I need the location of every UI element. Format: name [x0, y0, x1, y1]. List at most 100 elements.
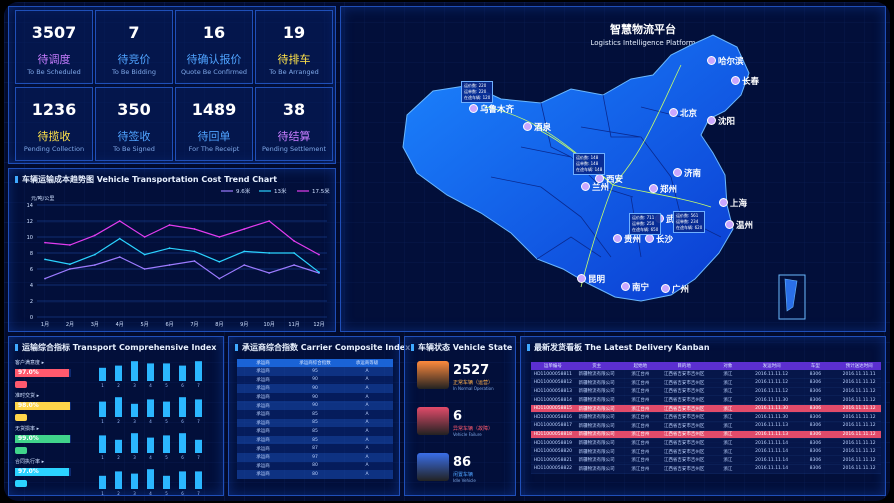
data-point[interactable] [93, 253, 96, 256]
data-point[interactable] [168, 264, 171, 266]
data-point[interactable] [69, 268, 71, 270]
kanban-row[interactable]: HD11000058811 新疆物流有限公司 浙江台州 江西省吉安市吉州区 浙江 2016… [531, 370, 881, 380]
index-bar[interactable] [163, 401, 170, 417]
index-bar[interactable] [147, 363, 154, 381]
carrier-row[interactable]: 承运商 80 A [237, 470, 393, 479]
data-point[interactable] [143, 236, 146, 238]
carrier-row[interactable]: 承运商 85 A [237, 409, 393, 419]
data-point[interactable] [44, 258, 46, 261]
data-point[interactable] [293, 252, 295, 254]
carrier-row[interactable]: 承运商 85 A [237, 435, 393, 445]
index-bar[interactable] [163, 363, 170, 381]
data-point[interactable] [168, 224, 171, 226]
data-point[interactable] [44, 241, 46, 244]
kanban-row[interactable]: HD11000058816 新疆物流有限公司 浙江台州 江西省吉安市吉州区 浙江 2016… [531, 412, 881, 423]
index-bar[interactable] [195, 471, 202, 489]
index-bar[interactable] [163, 435, 170, 453]
data-point[interactable] [318, 271, 320, 274]
index-bar[interactable] [195, 361, 202, 381]
city-marker[interactable]: 哈尔滨 [707, 55, 744, 67]
index-bar[interactable] [195, 439, 202, 453]
kanban-row[interactable]: HD11000058821 新疆物流有限公司 浙江台州 江西省吉安市吉州区 浙江 2016… [531, 455, 881, 466]
data-point[interactable] [118, 256, 121, 258]
index-bar[interactable] [99, 401, 106, 417]
data-point[interactable] [168, 247, 171, 250]
city-marker[interactable]: 济南 [673, 167, 701, 179]
kanban-row[interactable]: HD11000058812 新疆物流有限公司 浙江台州 江西省吉安市吉州区 浙江 2016… [531, 378, 881, 388]
series-line[interactable] [44, 256, 320, 280]
index-bar[interactable] [131, 361, 138, 381]
data-point[interactable] [69, 263, 71, 266]
index-bar[interactable] [195, 399, 202, 417]
kanban-row[interactable]: HD11000058817 新疆物流有限公司 浙江台州 江西省吉安市吉州区 浙江 2016… [531, 421, 881, 431]
kanban-row[interactable]: HD11000058820 新疆物流有限公司 浙江台州 江西省吉安市吉州区 浙江 2016… [531, 447, 881, 457]
data-point[interactable] [243, 250, 246, 253]
city-marker[interactable]: 酒泉 [523, 121, 551, 133]
carrier-row[interactable]: 承运商 85 A [237, 427, 393, 436]
index-bar[interactable] [147, 437, 154, 453]
city-marker[interactable]: 广州 [661, 283, 689, 295]
data-point[interactable] [218, 260, 221, 263]
carrier-row[interactable]: 承运商 97 A [237, 452, 393, 462]
index-bar[interactable] [179, 471, 186, 489]
stat-card[interactable]: 38 待结算 Pending Settlement [255, 87, 333, 161]
data-point[interactable] [93, 234, 96, 237]
index-bar[interactable] [131, 403, 138, 417]
kanban-row[interactable]: HD11000058815 新疆物流有限公司 浙江台州 江西省吉安市吉州区 浙江 2016… [531, 404, 881, 414]
index-bar[interactable] [131, 433, 138, 453]
city-marker[interactable]: 沈阳 [707, 115, 735, 127]
kanban-row[interactable]: HD11000058813 新疆物流有限公司 浙江台州 江西省吉安市吉州区 浙江 2016… [531, 387, 881, 397]
data-point[interactable] [118, 220, 121, 222]
index-bar[interactable] [147, 469, 154, 489]
stat-card[interactable]: 3507 待调度 To Be Scheduled [15, 10, 93, 84]
carrier-row[interactable]: 承运商 90 A [237, 401, 393, 410]
data-point[interactable] [93, 264, 96, 266]
index-bar[interactable] [115, 439, 122, 453]
stat-card[interactable]: 1236 待揽收 Pending Collection [15, 87, 93, 161]
index-bar[interactable] [115, 471, 122, 489]
index-bar[interactable] [163, 475, 170, 489]
data-point[interactable] [268, 272, 271, 274]
stat-card[interactable]: 1489 待回单 For The Receipt [175, 87, 253, 161]
carrier-row[interactable]: 承运商 87 A [237, 444, 393, 453]
index-bar[interactable] [99, 367, 106, 381]
data-point[interactable] [143, 268, 146, 270]
index-bar[interactable] [99, 435, 106, 453]
index-bar[interactable] [115, 397, 122, 417]
series-line[interactable] [44, 237, 320, 273]
city-marker[interactable]: 昆明 [577, 273, 605, 285]
kanban-row[interactable]: HD11000058819 新疆物流有限公司 浙江台州 江西省吉安市吉州区 浙江 2016… [531, 438, 881, 448]
city-marker[interactable]: 乌鲁木齐 [469, 103, 514, 115]
data-point[interactable] [193, 250, 196, 253]
data-point[interactable] [293, 240, 295, 242]
data-point[interactable] [318, 253, 320, 256]
carrier-row[interactable]: 承运商 80 A [237, 461, 393, 471]
city-marker[interactable]: 贵州 [613, 233, 641, 245]
city-marker[interactable]: 温州 [725, 219, 753, 231]
stat-card[interactable]: 350 待签收 To Be Signed [95, 87, 173, 161]
index-bar[interactable] [147, 399, 154, 417]
city-marker[interactable]: 兰州 [581, 181, 609, 193]
data-point[interactable] [44, 277, 46, 280]
data-point[interactable] [193, 228, 196, 230]
series-line[interactable] [44, 220, 320, 256]
data-point[interactable] [218, 277, 221, 280]
kanban-row[interactable]: HD11000058818 新疆物流有限公司 浙江台州 江西省吉安市吉州区 浙江 2016… [531, 430, 881, 440]
stat-card[interactable]: 19 待排车 To Be Arranged [255, 10, 333, 84]
kanban-row[interactable]: HD11000058822 新疆物流有限公司 浙江台州 江西省吉安市吉州区 浙江 2016… [531, 464, 881, 474]
data-point[interactable] [69, 244, 71, 246]
carrier-row[interactable]: 承运商 90 A [237, 384, 393, 393]
cost-trend-chart[interactable]: 0 2 4 6 8 10 12 14 1月 2月 3月 4月 5月 6月 7月 8月 9月 10月 11月 12月 9.… [9, 169, 335, 331]
city-marker[interactable]: 北京 [669, 107, 697, 119]
data-point[interactable] [268, 252, 271, 254]
data-point[interactable] [143, 253, 146, 256]
kanban-row[interactable]: HD11000058814 新疆物流有限公司 浙江台州 江西省吉安市吉州区 浙江 2016… [531, 395, 881, 405]
city-marker[interactable]: 南宁 [621, 281, 649, 293]
stat-card[interactable]: 16 待确认报价 Quote Be Confirmed [175, 10, 253, 84]
data-point[interactable] [243, 264, 246, 266]
data-point[interactable] [243, 228, 246, 230]
index-bar[interactable] [115, 365, 122, 381]
data-point[interactable] [193, 260, 196, 262]
city-marker[interactable]: 长春 [731, 75, 759, 87]
carrier-row[interactable]: 承运商 90 A [237, 392, 393, 402]
